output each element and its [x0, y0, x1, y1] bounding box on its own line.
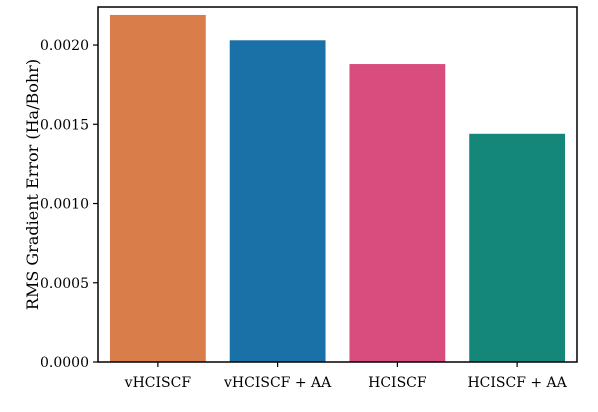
x-tick-label: vHCISCF + AA: [223, 375, 332, 391]
y-tick-label: 0.0015: [40, 117, 89, 133]
x-tick-label: HCISCF + AA: [467, 375, 567, 391]
bar-hciscf-aa: [469, 133, 566, 362]
y-tick-label: 0.0000: [40, 355, 89, 371]
y-tick-label: 0.0005: [40, 276, 89, 292]
x-axis: vHCISCF vHCISCF + AA HCISCF HCISCF + AA: [124, 362, 568, 391]
y-tick-label: 0.0010: [40, 197, 89, 213]
bar-vhciscf-aa: [229, 40, 326, 362]
x-tick-label: HCISCF: [368, 375, 427, 391]
plot-frame: [97, 6, 578, 363]
bar-vhciscf: [109, 14, 206, 363]
bars-group: [109, 14, 566, 363]
x-tick-label: vHCISCF: [124, 375, 192, 391]
bar-hciscf: [349, 64, 446, 362]
y-tick-label: 0.0020: [40, 38, 89, 54]
y-axis-label: RMS Gradient Error (Ha/Bohr): [23, 59, 42, 310]
y-axis: 0.0000 0.0005 0.0010 0.0015 0.0020: [40, 38, 98, 371]
